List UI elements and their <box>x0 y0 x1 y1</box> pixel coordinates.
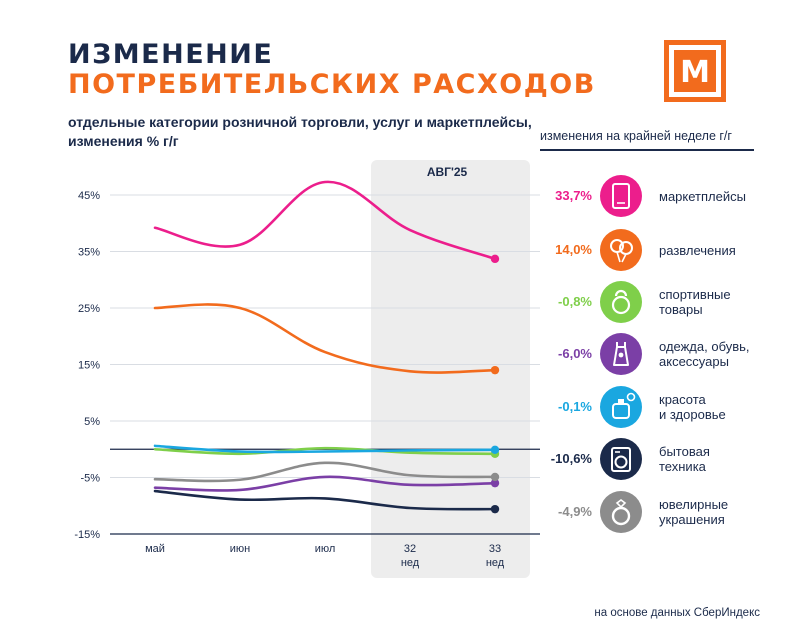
series-line <box>153 446 497 456</box>
x-tick-label: май <box>145 543 165 555</box>
series-end-point <box>490 254 500 264</box>
category-value: -4,9% <box>558 504 592 519</box>
x-tick-label: июн <box>230 543 250 555</box>
category-value: -0,8% <box>558 294 592 309</box>
title-line-1: ИЗМЕНЕНИЕ <box>68 39 274 70</box>
x-tick-sublabel: нед <box>486 557 505 569</box>
series-line <box>153 489 497 511</box>
series-end-point <box>490 478 500 488</box>
series-line <box>153 444 497 454</box>
highlight-label: АВГ'25 <box>427 165 468 179</box>
y-tick-label: 45% <box>78 190 100 202</box>
category-label: красота и здоровье <box>659 392 726 422</box>
category-label: ювелирные украшения <box>659 497 729 527</box>
category-label: маркетплейсы <box>659 188 746 204</box>
kettlebell-icon <box>600 281 642 323</box>
x-tick-label: 33 <box>489 543 501 555</box>
y-tick-label: 15% <box>78 360 100 372</box>
series-line <box>153 303 497 374</box>
logo-square: М <box>674 50 716 92</box>
series-line <box>153 180 497 261</box>
source-note: на основе данных СберИндекс <box>594 607 760 619</box>
category-label: одежда, обувь, аксессуары <box>659 339 750 369</box>
series-end-point <box>490 472 500 482</box>
perfume-icon <box>600 386 642 428</box>
category-value: 33,7% <box>555 188 592 203</box>
balloons-icon <box>600 229 642 271</box>
y-tick-label: -15% <box>74 529 100 541</box>
y-tick-label: 35% <box>78 247 100 259</box>
brand-logo: М <box>664 40 726 102</box>
chart-subtitle: отдельные категории розничной торговли, … <box>68 114 532 149</box>
y-tick-label: -5% <box>80 473 100 485</box>
category-value: -10,6% <box>550 451 592 466</box>
legend-header: изменения на крайней неделе г/г <box>540 129 754 151</box>
series-end-point <box>490 445 500 455</box>
x-tick-label: 32 <box>404 543 416 555</box>
title-line-2: ПОТРЕБИТЕЛЬСКИХ РАСХОДОВ <box>68 69 596 100</box>
y-tick-label: 5% <box>84 416 100 428</box>
ring-icon <box>600 491 642 533</box>
y-tick-label: 25% <box>78 303 100 315</box>
x-tick-sublabel: нед <box>401 557 420 569</box>
category-label: спортивные товары <box>659 287 731 317</box>
washing-machine-icon <box>600 438 642 480</box>
series-line <box>153 461 497 483</box>
highlight-band <box>371 160 530 578</box>
dress-icon <box>600 333 642 375</box>
category-value: -0,1% <box>558 399 592 414</box>
series-end-point <box>490 504 500 514</box>
category-value: 14,0% <box>555 242 592 257</box>
series-line <box>153 475 497 492</box>
series-end-point <box>490 365 500 375</box>
category-label: развлечения <box>659 242 736 258</box>
tablet-icon <box>600 175 642 217</box>
logo-letter: М <box>680 55 710 90</box>
category-value: -6,0% <box>558 346 592 361</box>
category-label: бытовая техника <box>659 444 710 474</box>
x-tick-label: июл <box>315 543 336 555</box>
